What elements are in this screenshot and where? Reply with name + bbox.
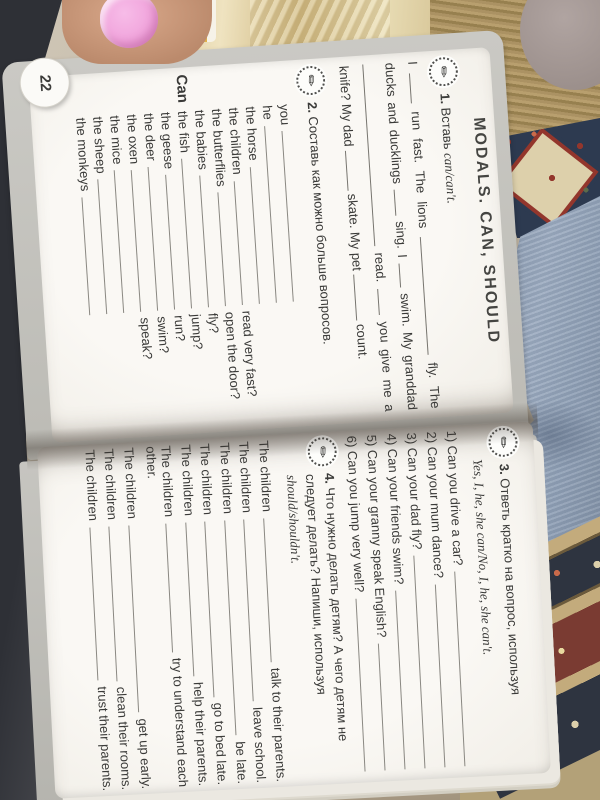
exercise1-instruction: Вставь xyxy=(438,107,457,150)
sentence-predicate: leave school. xyxy=(250,706,270,784)
pink-nail xyxy=(100,0,158,48)
right-page: ✎ 3. Ответь кратко на вопрос, используя … xyxy=(37,421,551,799)
exercise2-rows: you he the horse the children read very fast… xyxy=(74,103,315,433)
answer-line xyxy=(81,197,91,316)
exercise2-table: Can you he the horse the children read very … xyxy=(71,67,315,433)
exercise4-instruction: Что нужно делать детям? А чего детям не … xyxy=(303,473,351,742)
exercise3-title-text: 3. Ответь кратко на вопрос, используя xyxy=(497,463,524,695)
answer-blank xyxy=(398,263,412,288)
exercise1-number: 1. xyxy=(437,92,454,105)
left-page-content: MODALS. CAN, SHOULD ✎ 1. Вставь can/can'… xyxy=(34,54,508,435)
exercise1-paragraph: I run fast. The lions fly. The ducks and… xyxy=(332,60,447,413)
subject-cell: the sheep xyxy=(90,116,110,175)
subject-cell: he xyxy=(260,104,277,121)
exercise4-number: 4. xyxy=(321,472,338,485)
subject-cell: the mice xyxy=(107,114,126,165)
exercise4-example: should/shouldn't. xyxy=(284,474,304,565)
subject-cell: the oxen xyxy=(124,113,143,165)
question-cell xyxy=(87,321,94,433)
exercise1-title-text: 1. Вставь can/can't. xyxy=(437,93,460,205)
pencil-icon: ✎ xyxy=(301,70,322,90)
right-page-content: ✎ 3. Ответь кратко на вопрос, используя … xyxy=(46,427,541,794)
can-lead-word: Can xyxy=(173,73,192,104)
exercise3-questions: 1) Can you drive a car? 2) Can your mum d… xyxy=(344,430,482,778)
answer-blank xyxy=(352,273,368,321)
exercise1-text: count. xyxy=(353,323,371,360)
exercise1-text: skate. My pet xyxy=(344,193,365,272)
exercise1-text: swim. My granddad xyxy=(397,292,421,411)
answer-blank xyxy=(361,63,387,247)
answer-blank xyxy=(344,149,360,191)
sentence-predicate: trust their parents. xyxy=(94,685,116,792)
answer-line xyxy=(355,598,366,772)
subject-cell: you xyxy=(277,103,294,126)
answer-blank xyxy=(408,72,423,104)
subject-cell: the children xyxy=(226,107,246,176)
exercise1-text: read. xyxy=(371,252,389,283)
exercise1-text: I xyxy=(405,60,421,66)
exercise2-instruction: Составь как можно больше вопросов. xyxy=(306,115,337,345)
exercise1-text: sing. I xyxy=(392,220,411,259)
subject-cell: the deer xyxy=(141,112,160,162)
exercise1-example: can/can't. xyxy=(441,152,461,205)
sentence-predicate: go to bed late. xyxy=(211,702,231,786)
sentence-predicate: get up early. xyxy=(135,718,155,790)
exercise2-title-text: 2. Составь как можно больше вопросов. xyxy=(305,101,336,345)
subject-cell: the fish xyxy=(175,110,194,154)
pencil-icon: ✎ xyxy=(433,61,454,82)
exercise4-sentences: The children talk to their parents. The ch… xyxy=(82,440,293,792)
exercise2-number: 2. xyxy=(305,101,321,114)
left-page: 22 MODALS. CAN, SHOULD ✎ 1. Вставь can/c… xyxy=(19,47,514,443)
exercise4-title-text: 4. Что нужно делать детям? А чего детям … xyxy=(281,473,353,782)
pencil-badge-icon: ✎ xyxy=(427,56,459,88)
exercise1-text: run fast. The lions xyxy=(408,110,432,229)
answer-blank xyxy=(419,235,440,355)
answer-line xyxy=(89,527,99,681)
sentence-predicate: be late. xyxy=(232,740,250,785)
question-text: 6) Can you jump very well? xyxy=(343,435,368,593)
subject-cell: the horse xyxy=(243,105,262,161)
answer-blank xyxy=(393,188,408,216)
subject-cell: the babies xyxy=(192,109,212,171)
exercise3-instruction: Ответь кратко на вопрос, используя xyxy=(497,477,524,696)
subject-cell: the geese xyxy=(158,111,178,170)
pencil-badge-icon: ✎ xyxy=(295,65,327,96)
exercise3-number: 3. xyxy=(496,463,513,476)
answer-blank xyxy=(376,288,391,316)
